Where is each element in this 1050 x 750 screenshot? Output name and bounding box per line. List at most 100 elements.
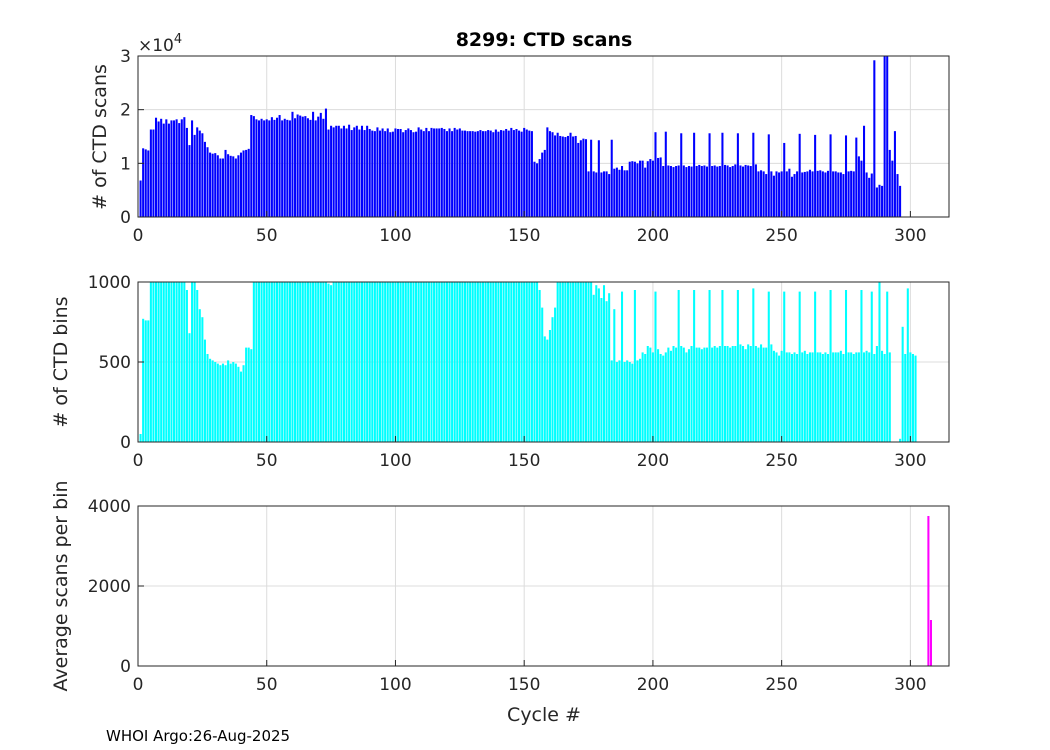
ctd-scans-bar: [448, 128, 451, 217]
ctd-scans-bar: [152, 129, 155, 217]
ctd-bins-bar: [646, 346, 649, 442]
ctd-bins-bar: [672, 346, 675, 442]
ctd-scans-bar: [188, 145, 191, 217]
ctd-scans-bar: [693, 132, 696, 217]
ctd-bins-bar: [381, 282, 384, 442]
ctd-scans-bar: [206, 147, 209, 217]
ctd-bins-bar: [662, 355, 665, 442]
ctd-scans-bar: [649, 159, 652, 217]
avg-scans-ytick-label: 4000: [88, 497, 131, 517]
ctd-scans-bar: [412, 132, 415, 217]
ctd-scans-bar: [664, 131, 667, 217]
ctd-scans-bar: [533, 161, 536, 217]
ctd-bins-bar: [273, 282, 276, 442]
ctd-scans-bar: [608, 174, 611, 217]
x-axis-label: Cycle #: [507, 704, 581, 726]
ctd-bins-xtick-label: 250: [765, 451, 797, 471]
ctd-bins-bar: [191, 282, 194, 442]
ctd-bins-bar: [572, 282, 575, 442]
ctd-scans-bar: [554, 135, 557, 217]
ctd-bins-bar: [775, 352, 778, 442]
ctd-bins-bar: [556, 282, 559, 442]
ctd-bins-bar: [198, 309, 201, 442]
ctd-scans-bar: [762, 171, 765, 217]
ctd-bins-bar: [209, 358, 212, 442]
ctd-bins-bar: [760, 344, 763, 442]
ctd-bins-bar: [425, 282, 428, 442]
ctd-bins-bar: [494, 282, 497, 442]
ctd-bins-bar: [512, 282, 515, 442]
ctd-scans-bar: [615, 167, 618, 217]
ctd-bins-bar: [744, 349, 747, 442]
ctd-scans-bar: [582, 138, 585, 217]
ctd-scans-bar: [881, 185, 884, 217]
ctd-scans-bar: [363, 130, 366, 217]
ctd-bins-bar: [705, 347, 709, 442]
ctd-scans-bar: [819, 170, 822, 217]
ctd-scans-bar: [551, 132, 554, 217]
ctd-bins-bar: [659, 354, 662, 442]
ctd-scans-bar: [299, 115, 302, 217]
ctd-bins-bar: [584, 282, 588, 442]
ctd-bins-bar: [515, 282, 518, 442]
ctd-scans-bar: [525, 129, 528, 217]
ctd-scans-axes-box: [137, 55, 950, 218]
ctd-scans-bar: [839, 172, 842, 217]
ctd-scans-bar: [734, 164, 737, 217]
ctd-scans-ytick-label: 2: [120, 101, 131, 121]
ctd-scans-bar: [286, 119, 289, 217]
ctd-scans-bar: [538, 159, 541, 217]
ctd-bins-bar: [448, 282, 451, 442]
ctd-scans-bar: [613, 168, 616, 217]
ctd-scans-bar: [157, 121, 160, 217]
ctd-bins-bar: [543, 336, 546, 442]
ctd-bins-bar: [180, 282, 183, 442]
ctd-scans-bar: [744, 164, 747, 217]
ctd-bins-bar: [474, 282, 477, 442]
ctd-bins-bar: [139, 434, 142, 442]
ctd-bins-bar: [350, 282, 353, 442]
avg-scans-xtick-label: 50: [256, 675, 278, 695]
ctd-scans-bar: [723, 164, 727, 217]
ctd-bins-bar: [700, 349, 703, 442]
ctd-scans-bar: [306, 118, 309, 217]
ctd-bins-bar: [731, 346, 734, 442]
ctd-scans-bars: [139, 56, 902, 217]
ctd-scans-bar: [451, 131, 454, 217]
ctd-scans-bar: [324, 108, 327, 217]
ctd-scans-bar: [420, 129, 423, 217]
ctd-bins-bar: [221, 363, 224, 442]
ctd-bins-bar: [909, 352, 912, 442]
ctd-bins-bar: [904, 354, 907, 442]
ctd-bins-bar: [863, 352, 866, 442]
ctd-bins-bar: [435, 282, 438, 442]
ctd-scans-bar: [852, 171, 855, 217]
ctd-scans-bar: [319, 112, 322, 217]
ctd-scans-bar: [433, 128, 436, 217]
ctd-bins-bar: [203, 339, 206, 442]
ctd-scans-bar: [430, 127, 433, 217]
ctd-scans-bar: [409, 130, 412, 217]
ctd-bins-bar: [201, 317, 204, 442]
ctd-bins-bar: [546, 339, 549, 442]
ctd-bins-bar: [852, 354, 855, 442]
ctd-scans-bar: [435, 128, 438, 217]
ctd-scans-bar: [221, 158, 224, 217]
ctd-scans-bar: [633, 161, 636, 217]
ctd-scans-bar: [487, 130, 490, 217]
ctd-scans-bar: [227, 154, 230, 217]
ctd-scans-bar: [479, 130, 482, 217]
ctd-bins-bar: [317, 282, 320, 442]
avg-scans-ytick-label: 2000: [88, 577, 131, 597]
ctd-bins-bar: [239, 371, 243, 442]
ctd-bins-bar: [250, 349, 253, 442]
ctd-bins-bar: [170, 282, 173, 442]
ctd-bins-bar: [574, 282, 577, 442]
ctd-scans-bar: [602, 171, 606, 217]
avg-scans-panel: 0 50 100 150 200 250 300 0 2000 4000 Average scan…: [50, 480, 950, 695]
avg-scans-xtick-label: 100: [379, 675, 411, 695]
ctd-scans-bar: [757, 171, 760, 217]
ctd-scans-bar: [574, 135, 577, 217]
ctd-bins-bar: [275, 282, 279, 442]
ctd-scans-bar: [780, 171, 783, 217]
